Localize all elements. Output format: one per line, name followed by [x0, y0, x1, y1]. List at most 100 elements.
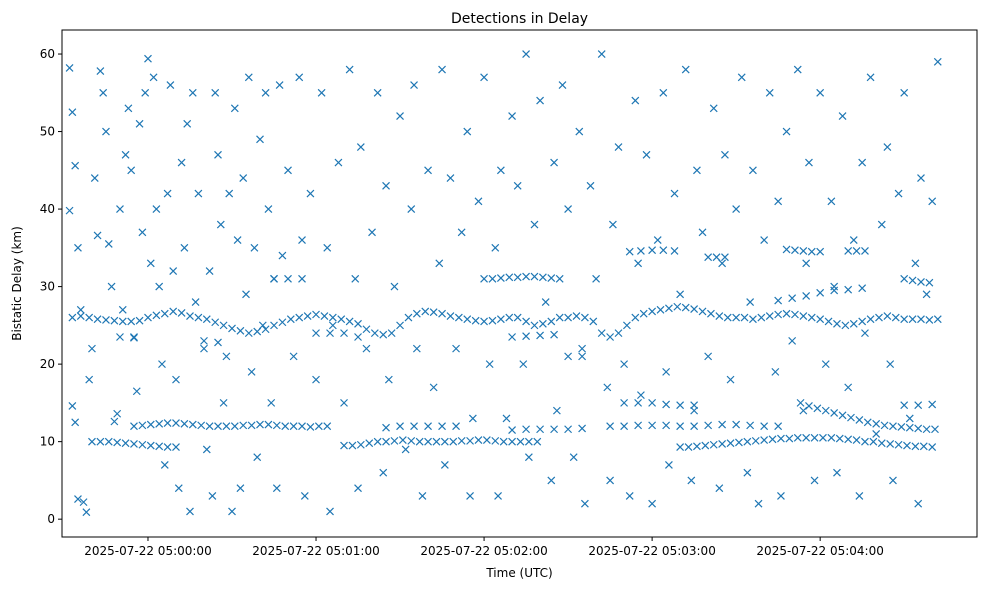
data-point	[564, 205, 573, 214]
data-point	[127, 166, 136, 175]
data-point	[788, 336, 797, 345]
data-point	[225, 189, 234, 198]
data-point	[340, 329, 348, 338]
data-point	[295, 73, 304, 82]
data-point	[354, 484, 362, 493]
data-point	[578, 352, 587, 361]
x-axis-label: Time (UTC)	[485, 566, 552, 580]
data-point	[172, 375, 180, 384]
data-point	[508, 112, 517, 120]
data-point	[68, 402, 77, 410]
data-point	[382, 437, 390, 446]
data-point	[79, 498, 88, 507]
data-point	[802, 259, 811, 268]
data-point	[228, 507, 236, 516]
data-point	[799, 247, 808, 255]
data-point	[452, 422, 460, 431]
data-point	[228, 324, 236, 333]
data-point	[418, 491, 427, 500]
data-point	[718, 440, 727, 448]
data-point	[933, 57, 942, 66]
data-point	[457, 436, 466, 445]
data-point	[169, 267, 178, 276]
data-point	[802, 291, 811, 300]
data-point	[256, 420, 264, 429]
data-point	[620, 360, 629, 369]
data-point	[368, 228, 376, 237]
data-point	[146, 441, 155, 450]
data-point	[816, 315, 825, 324]
data-point	[547, 476, 556, 485]
data-point	[830, 282, 839, 291]
data-point	[721, 253, 729, 262]
data-point	[771, 367, 780, 376]
data-point	[925, 278, 934, 287]
data-point	[278, 251, 287, 260]
data-point	[625, 491, 634, 500]
data-point	[751, 436, 760, 445]
data-point	[648, 499, 657, 508]
data-point	[68, 313, 77, 322]
data-point	[819, 433, 827, 442]
plot-area	[61, 29, 978, 538]
data-point	[732, 313, 741, 322]
data-point	[676, 422, 685, 431]
x-tick-label: 2025-07-22 05:04:00	[756, 544, 883, 558]
data-point	[320, 312, 329, 320]
data-point	[922, 425, 931, 434]
data-point	[709, 440, 718, 449]
data-point	[886, 440, 895, 448]
data-point	[704, 352, 713, 361]
data-point	[858, 284, 867, 293]
data-point	[508, 437, 517, 446]
data-point	[88, 437, 96, 446]
data-point	[172, 443, 180, 451]
data-point	[135, 316, 144, 325]
data-point	[914, 424, 923, 433]
data-point	[496, 274, 505, 282]
y-tick-label: 20	[40, 357, 55, 371]
data-point	[348, 441, 357, 450]
data-point	[931, 425, 939, 434]
data-point	[200, 336, 208, 345]
data-point	[488, 274, 497, 283]
data-point	[219, 321, 228, 330]
data-point	[922, 290, 931, 299]
data-point	[620, 422, 629, 431]
data-point	[625, 247, 634, 256]
data-point	[838, 411, 847, 420]
data-point	[278, 318, 287, 327]
data-point	[914, 499, 923, 508]
data-point	[833, 319, 841, 328]
data-point	[312, 329, 320, 338]
data-point	[723, 313, 732, 322]
data-point	[530, 220, 539, 229]
data-point	[799, 312, 808, 320]
data-point	[793, 433, 802, 442]
data-point	[889, 476, 897, 485]
data-point	[202, 315, 211, 324]
data-point	[253, 327, 262, 336]
data-point	[354, 319, 362, 328]
data-point	[877, 220, 886, 229]
data-point	[379, 468, 388, 477]
data-point	[306, 422, 315, 431]
data-point	[690, 422, 699, 431]
data-point	[522, 332, 531, 341]
y-axis: 0 10 20 30 40 50 60	[40, 47, 62, 526]
data-point	[793, 65, 802, 74]
data-point	[289, 422, 298, 431]
data-point	[684, 443, 693, 451]
data-point	[116, 205, 124, 214]
data-point	[264, 205, 273, 214]
data-point	[701, 441, 710, 450]
data-point	[861, 437, 869, 446]
data-point	[272, 421, 281, 430]
data-point	[334, 158, 343, 167]
data-point	[911, 259, 920, 268]
data-point	[698, 307, 707, 316]
data-point	[648, 307, 657, 316]
data-point	[211, 88, 220, 97]
data-point	[827, 197, 836, 206]
